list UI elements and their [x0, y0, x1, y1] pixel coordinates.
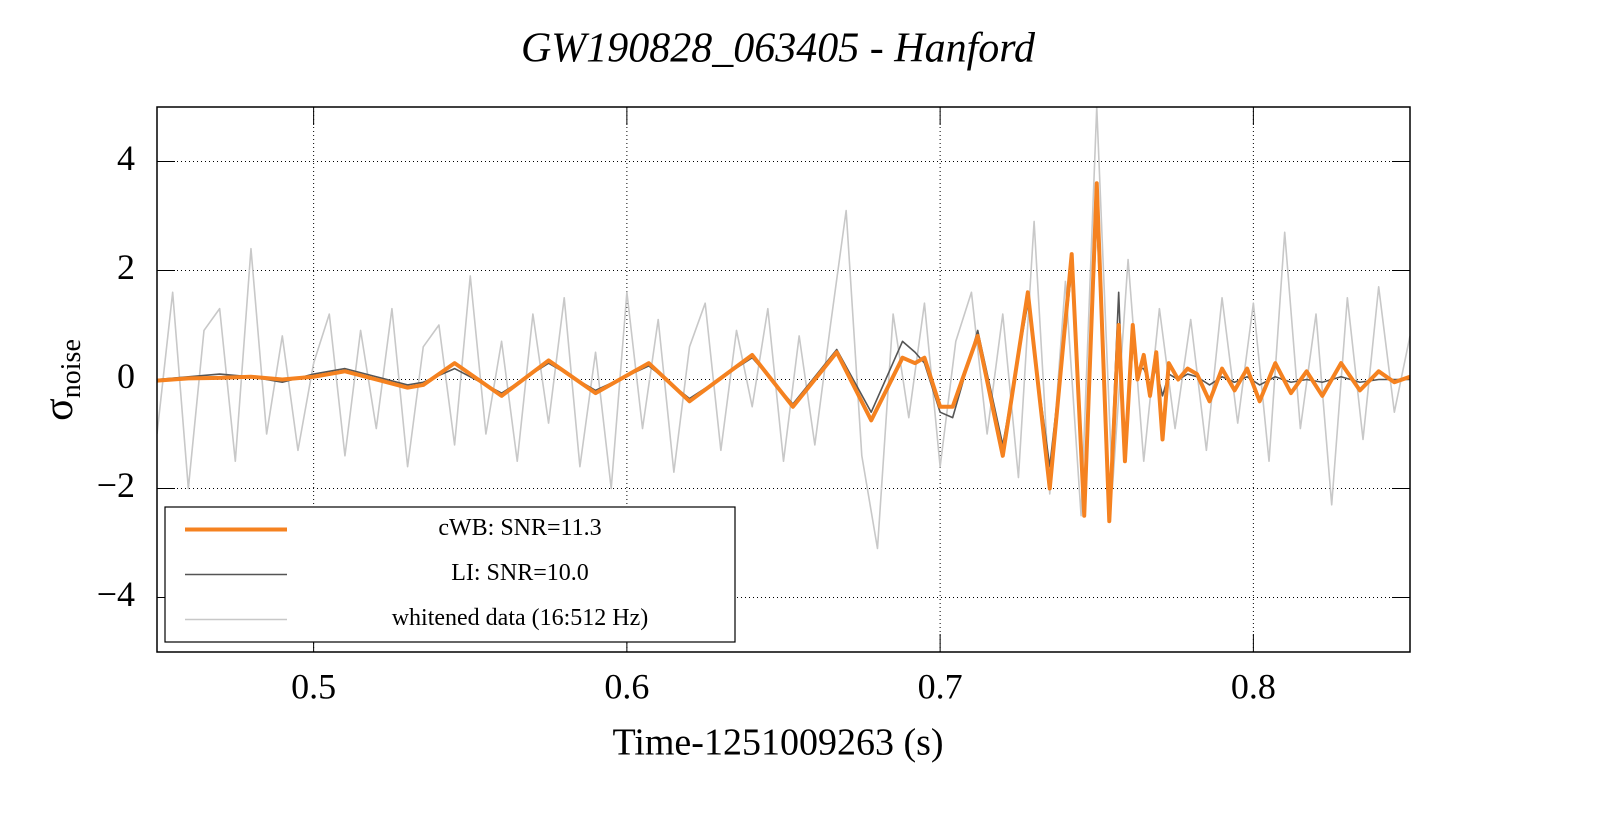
- x-axis-label: Time-1251009263 (s): [612, 722, 943, 764]
- y-tick-label: −2: [97, 465, 135, 505]
- y-tick-label: 2: [117, 247, 135, 287]
- y-label-symbol-text: σ: [36, 398, 82, 421]
- y-label-subscript: noise: [56, 339, 87, 398]
- y-axis-label: σnoise: [36, 339, 88, 421]
- plot-frame: [156, 106, 1411, 653]
- series-line: [157, 181, 1410, 524]
- series-line: [157, 215, 1410, 512]
- x-tick-label: 0.5: [291, 666, 336, 706]
- legend-label: LI: SNR=10.0: [451, 560, 589, 586]
- legend-label: cWB: SNR=11.3: [438, 515, 601, 541]
- y-tick-label: −4: [97, 574, 135, 614]
- y-tick-label: 0: [117, 356, 135, 396]
- legend: cWB: SNR=11.3 LI: SNR=10.0 whitened data (…: [164, 506, 736, 643]
- x-tick-label: 0.7: [918, 666, 963, 706]
- series-line: [157, 107, 1410, 550]
- y-tick-label: 4: [117, 138, 135, 178]
- y-label-symbol: σnoise: [36, 339, 88, 421]
- chart-title: GW190828_063405 - Hanford: [521, 26, 1036, 72]
- x-tick-label: 0.8: [1231, 666, 1276, 706]
- x-tick-label: 0.6: [604, 666, 649, 706]
- legend-label: whitened data (16:512 Hz): [392, 605, 649, 631]
